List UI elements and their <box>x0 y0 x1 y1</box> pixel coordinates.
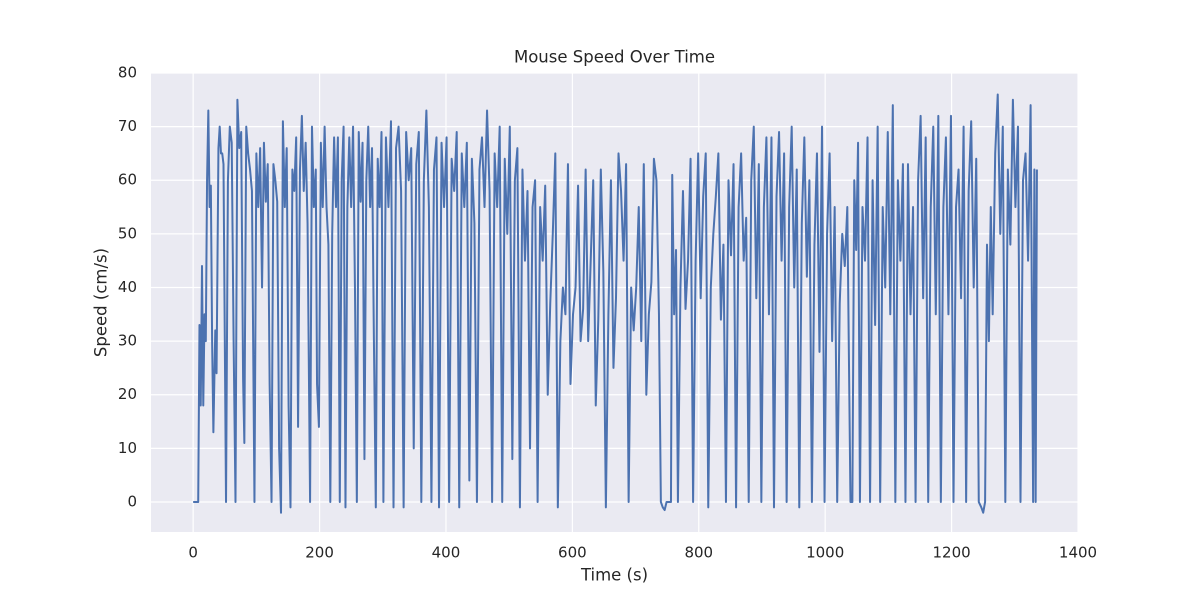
y-tick-label: 40 <box>118 278 137 296</box>
y-tick-label: 50 <box>118 224 137 242</box>
y-tick-label: 60 <box>118 171 137 189</box>
x-tick-label: 800 <box>684 544 713 562</box>
x-tick-label: 0 <box>188 544 198 562</box>
x-axis-label: Time (s) <box>580 566 648 585</box>
y-tick-label: 80 <box>118 64 137 82</box>
chart-title: Mouse Speed Over Time <box>514 48 715 67</box>
x-tick-label: 400 <box>432 544 461 562</box>
x-tick-label: 1200 <box>933 544 971 562</box>
marks <box>193 93 1038 514</box>
y-tick-label: 70 <box>118 117 137 135</box>
y-tick-label: 0 <box>127 492 137 510</box>
y-tick-label: 30 <box>118 332 137 350</box>
y-tick-label: 20 <box>118 385 137 403</box>
y-axis-label: Speed (cm/s) <box>92 248 111 357</box>
x-tick-label: 600 <box>558 544 587 562</box>
x-tick-label: 200 <box>305 544 334 562</box>
x-tick-label: 1000 <box>806 544 844 562</box>
x-tick-label: 1400 <box>1059 544 1097 562</box>
line-series <box>193 93 1038 514</box>
y-tick-label: 10 <box>118 439 137 457</box>
